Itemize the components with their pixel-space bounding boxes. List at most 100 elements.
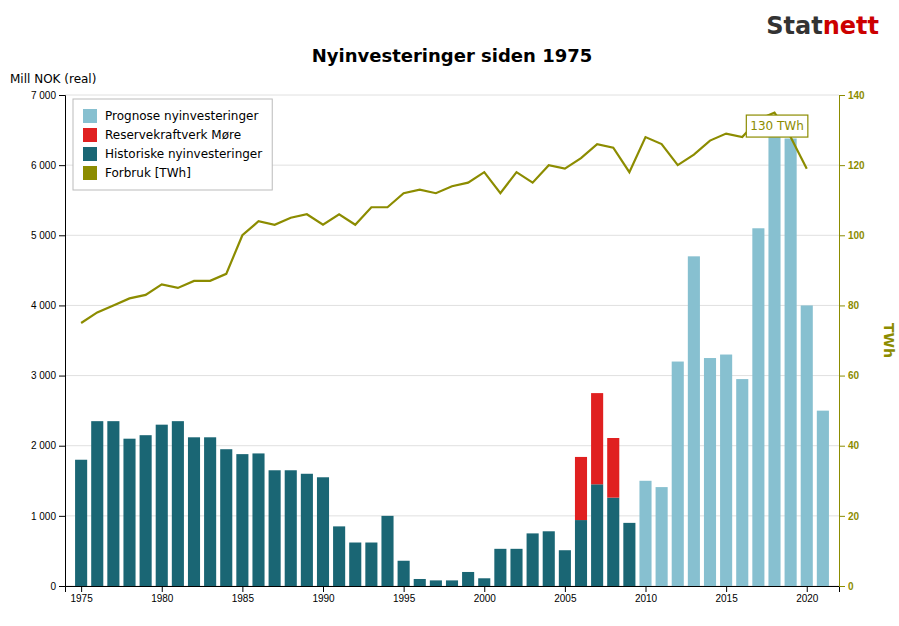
tick-mark bbox=[162, 586, 163, 592]
tick: 7 000 bbox=[31, 90, 65, 101]
bar bbox=[172, 421, 184, 586]
axis-line bbox=[59, 96, 66, 587]
bar bbox=[543, 531, 555, 586]
tick-label: 4 000 bbox=[31, 300, 56, 311]
bar bbox=[591, 484, 603, 586]
bar bbox=[430, 580, 442, 586]
bar bbox=[478, 578, 490, 586]
tick-mark bbox=[839, 165, 845, 166]
tick: 40 bbox=[839, 440, 860, 451]
y2-axis: 0 20 40 60 80 100 120 140 bbox=[839, 90, 865, 592]
tick-label: 80 bbox=[848, 300, 860, 311]
bar bbox=[801, 305, 813, 586]
tick: 20 bbox=[839, 511, 860, 522]
bar bbox=[333, 526, 345, 586]
bar bbox=[672, 362, 684, 586]
grid-line bbox=[65, 95, 839, 96]
tick-mark bbox=[839, 305, 845, 306]
tick: 120 bbox=[839, 160, 865, 171]
chart: 1975198019851990199520002005201020152020… bbox=[0, 0, 899, 626]
tick-label: 0 bbox=[848, 581, 854, 592]
grid-line bbox=[65, 235, 839, 236]
bar bbox=[768, 137, 780, 586]
tick-mark bbox=[839, 235, 845, 236]
bar bbox=[236, 454, 248, 586]
tick-mark bbox=[59, 586, 65, 587]
bar bbox=[510, 549, 522, 586]
tick-label: 2000 bbox=[474, 593, 497, 604]
bar bbox=[720, 355, 732, 586]
tick: 2020 bbox=[796, 586, 819, 604]
legend-swatch bbox=[83, 128, 97, 142]
bar bbox=[91, 421, 103, 586]
bar bbox=[156, 425, 168, 586]
bar-series bbox=[75, 421, 635, 586]
legend-label: Prognose nyinvesteringer bbox=[105, 109, 258, 123]
tick-label: 60 bbox=[848, 370, 860, 381]
logo: Statnett bbox=[766, 12, 879, 40]
tick: 100 bbox=[839, 230, 865, 241]
bar bbox=[107, 421, 119, 586]
bar bbox=[349, 543, 361, 586]
tick: 6 000 bbox=[31, 160, 65, 171]
annotation: 130 TWh bbox=[746, 115, 808, 137]
axis-line bbox=[840, 96, 846, 587]
bar bbox=[639, 481, 651, 586]
bar bbox=[527, 533, 539, 586]
tick: 4 000 bbox=[31, 300, 65, 311]
y2-axis-label: TWh bbox=[881, 323, 897, 358]
tick-label: 20 bbox=[848, 511, 860, 522]
legend-box bbox=[73, 99, 272, 190]
bar-series bbox=[639, 137, 828, 586]
bar bbox=[381, 516, 393, 586]
bar bbox=[75, 460, 87, 586]
legend-swatch bbox=[83, 166, 97, 180]
bar bbox=[462, 572, 474, 586]
annotation-box bbox=[746, 115, 808, 137]
bar bbox=[317, 477, 329, 586]
tick: 60 bbox=[839, 370, 860, 381]
tick: 2015 bbox=[716, 586, 739, 604]
bar bbox=[204, 437, 216, 586]
tick-mark bbox=[59, 235, 65, 236]
tick-mark bbox=[839, 516, 845, 517]
tick-label: 1995 bbox=[393, 593, 416, 604]
tick-label: 7 000 bbox=[31, 90, 56, 101]
tick-mark bbox=[242, 586, 243, 592]
tick-mark bbox=[565, 586, 566, 592]
bar bbox=[446, 580, 458, 586]
y-axis: 01 0002 0003 0004 0005 0006 0007 000 bbox=[31, 90, 66, 592]
tick: 0 bbox=[50, 581, 65, 592]
tick-label: 6 000 bbox=[31, 160, 56, 171]
tick-mark bbox=[59, 305, 65, 306]
bar bbox=[220, 449, 232, 586]
tick-mark bbox=[81, 586, 82, 592]
tick: 80 bbox=[839, 300, 860, 311]
logo-part: nett bbox=[823, 12, 879, 40]
y-axis-label: Mill NOK (real) bbox=[10, 72, 96, 86]
tick-label: 40 bbox=[848, 440, 860, 451]
logo-part: Stat bbox=[766, 12, 822, 40]
bar bbox=[252, 453, 264, 586]
tick-mark bbox=[839, 95, 845, 96]
tick-mark bbox=[323, 586, 324, 592]
legend-label: Forbruk [TWh] bbox=[105, 166, 191, 180]
tick-mark bbox=[59, 446, 65, 447]
tick-label: 1 000 bbox=[31, 511, 56, 522]
bar bbox=[123, 439, 135, 586]
legend-label: Reservekraftverk Møre bbox=[105, 128, 241, 142]
bar bbox=[494, 549, 506, 586]
grid-line bbox=[65, 305, 839, 306]
tick: 0 bbox=[839, 581, 854, 592]
tick: 2 000 bbox=[31, 440, 65, 451]
tick: 140 bbox=[839, 90, 865, 101]
tick-mark bbox=[839, 586, 845, 587]
tick-label: 0 bbox=[50, 581, 56, 592]
tick-label: 1985 bbox=[232, 593, 255, 604]
tick-mark bbox=[839, 446, 845, 447]
bar bbox=[623, 523, 635, 586]
title: Nyinvesteringer siden 1975 bbox=[312, 45, 593, 66]
tick: 5 000 bbox=[31, 230, 65, 241]
bar-series bbox=[575, 393, 619, 520]
bar bbox=[269, 470, 281, 586]
